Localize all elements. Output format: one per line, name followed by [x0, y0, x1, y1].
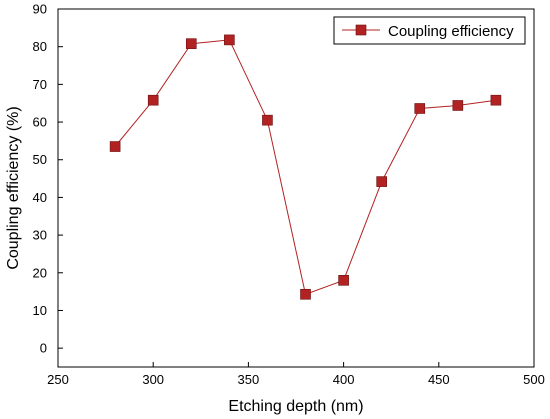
y-tick-label: 20 — [33, 265, 47, 280]
plot-area — [57, 8, 535, 368]
data-point — [452, 100, 464, 111]
y-axis: 0 10 20 30 40 50 60 70 80 90 — [33, 2, 63, 356]
y-tick-label: 0 — [40, 341, 47, 356]
y-tick-label: 50 — [33, 152, 47, 167]
y-axis-title: Coupling efficiency (%) — [5, 106, 22, 269]
series-layer — [109, 34, 502, 300]
data-point — [147, 94, 159, 106]
x-tick-label: 250 — [47, 372, 69, 387]
data-point — [185, 38, 197, 49]
x-tick-label: 300 — [142, 372, 164, 387]
y-tick-label: 30 — [33, 228, 47, 243]
y-tick-label: 10 — [33, 303, 47, 318]
x-tick-label: 350 — [238, 372, 260, 387]
x-tick-label: 400 — [333, 372, 355, 387]
x-axis: 250 300 350 400 450 500 — [47, 362, 545, 387]
y-tick-label: 90 — [33, 2, 47, 17]
data-point — [490, 94, 502, 106]
x-axis-title: Etching depth (nm) — [228, 398, 363, 415]
data-point — [262, 114, 273, 126]
series-line — [114, 39, 496, 295]
x-tick-label: 500 — [523, 372, 545, 387]
data-point — [224, 34, 235, 46]
legend: Coupling efficiency — [333, 16, 526, 45]
data-point — [338, 275, 349, 286]
y-tick-label: 40 — [33, 190, 47, 205]
legend-marker — [355, 24, 367, 36]
data-point — [414, 103, 426, 114]
x-tick-label: 450 — [428, 372, 450, 387]
y-tick-label: 70 — [33, 77, 47, 92]
legend-label: Coupling efficiency — [388, 23, 514, 40]
data-point — [109, 141, 121, 152]
y-tick-label: 80 — [33, 39, 47, 54]
data-point — [300, 288, 311, 300]
data-point — [376, 176, 387, 187]
plot-frame — [57, 8, 535, 368]
y-tick-label: 60 — [33, 115, 47, 130]
